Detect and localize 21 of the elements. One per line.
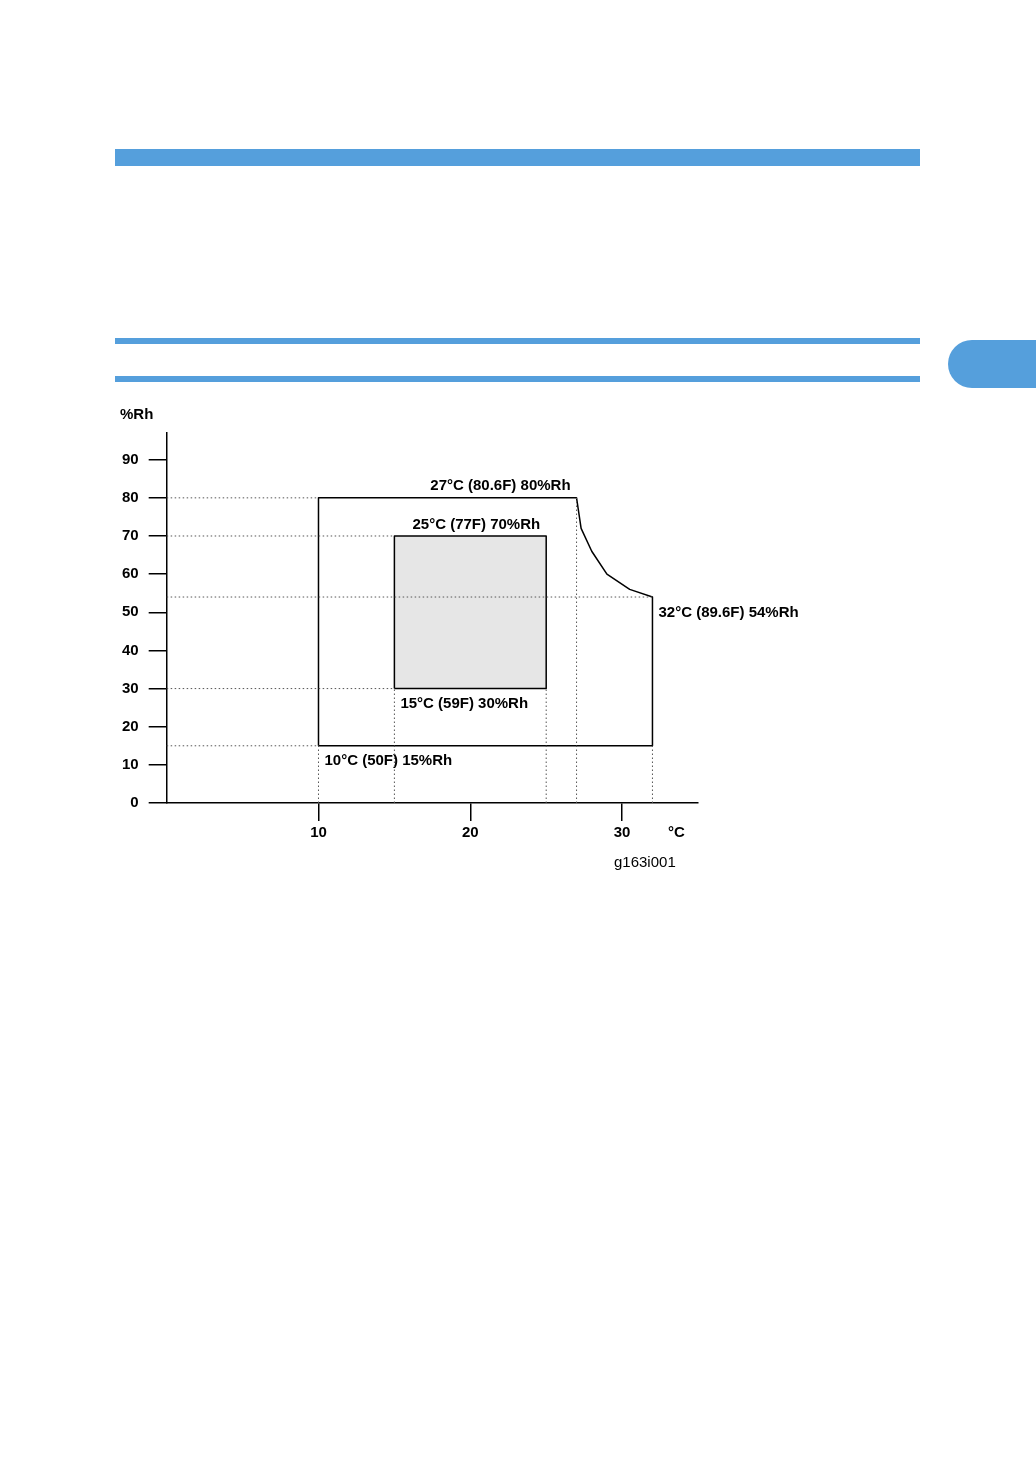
- annotation: 25°C (77F) 70%Rh: [412, 514, 541, 532]
- x-tick-label: 10: [310, 823, 327, 841]
- text: g163i001: [614, 853, 676, 870]
- x-tick-label: 30: [613, 823, 631, 841]
- y-tick-label: 40: [122, 640, 139, 658]
- annotation: 15°C (59F) 30%Rh: [400, 694, 529, 712]
- y-tick-label: 70: [122, 526, 139, 544]
- y-tick-label: 10: [122, 755, 139, 772]
- y-tick-label: 80: [122, 487, 139, 505]
- annotation: 10°C (50F) 15%Rh: [324, 751, 453, 769]
- annotation: 27°C (80.6F) 80%Rh: [430, 476, 571, 494]
- x-axis-title: °C: [668, 823, 685, 840]
- y-tick-label: 50: [122, 602, 139, 620]
- x-tick-label: 20: [461, 823, 479, 841]
- y-tick-label: 90: [122, 449, 139, 467]
- y-axis-title: %Rh: [120, 405, 154, 422]
- annotation: 32°C (89.6F) 54%Rh: [658, 602, 799, 620]
- y-tick-label: 30: [122, 678, 139, 696]
- y-tick-label: 20: [122, 716, 139, 734]
- y-tick-label: 60: [122, 564, 139, 582]
- y-tick-label: 0: [130, 793, 139, 811]
